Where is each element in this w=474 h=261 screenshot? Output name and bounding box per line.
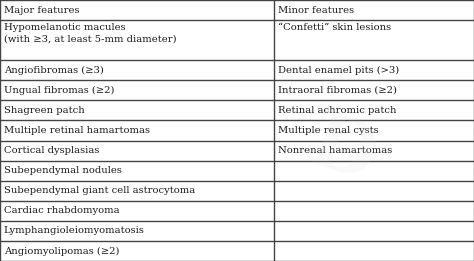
Text: Hypomelanotic macules
(with ≥3, at least 5-mm diameter): Hypomelanotic macules (with ≥3, at least… — [4, 23, 176, 44]
Text: “Confetti” skin lesions: “Confetti” skin lesions — [278, 23, 391, 32]
Text: Cortical dysplasias: Cortical dysplasias — [4, 146, 99, 155]
Text: Angiofibromas (≥3): Angiofibromas (≥3) — [4, 66, 104, 75]
Text: Dental enamel pits (>3): Dental enamel pits (>3) — [278, 66, 399, 75]
Text: Retinal achromic patch: Retinal achromic patch — [278, 106, 396, 115]
Text: Multiple renal cysts: Multiple renal cysts — [278, 126, 378, 135]
Text: Lymphangioleiomyomatosis: Lymphangioleiomyomatosis — [4, 226, 145, 235]
Text: Nonrenal hamartomas: Nonrenal hamartomas — [278, 146, 392, 155]
Text: D: D — [298, 105, 385, 198]
Text: Shagreen patch: Shagreen patch — [4, 106, 84, 115]
Text: Minor features: Minor features — [278, 5, 354, 15]
Text: Cardiac rhabdomyoma: Cardiac rhabdomyoma — [4, 206, 119, 215]
Text: Subependymal giant cell astrocytoma: Subependymal giant cell astrocytoma — [4, 186, 195, 195]
Text: Major features: Major features — [4, 5, 79, 15]
Text: Intraoral fibromas (≥2): Intraoral fibromas (≥2) — [278, 86, 397, 95]
Text: Multiple retinal hamartomas: Multiple retinal hamartomas — [4, 126, 150, 135]
Text: Subependymal nodules: Subependymal nodules — [4, 166, 122, 175]
Text: Ungual fibromas (≥2): Ungual fibromas (≥2) — [4, 86, 114, 95]
Text: Angiomyolipomas (≥2): Angiomyolipomas (≥2) — [4, 246, 119, 256]
